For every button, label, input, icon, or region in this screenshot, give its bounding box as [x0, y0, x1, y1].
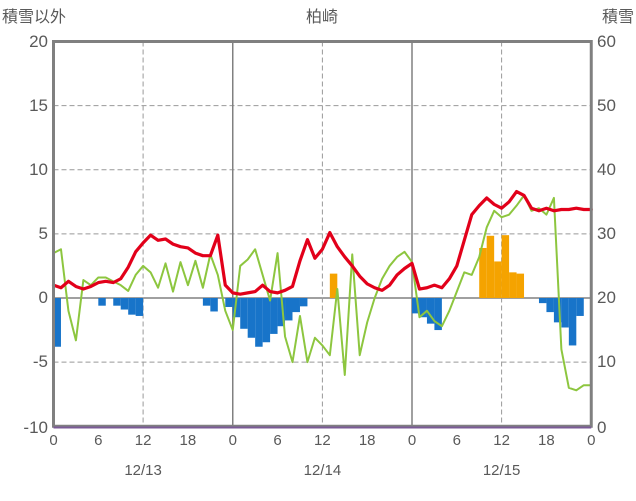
svg-text:12/13: 12/13: [124, 462, 162, 479]
svg-text:12: 12: [493, 432, 510, 449]
svg-text:20: 20: [597, 288, 616, 307]
svg-text:-10: -10: [23, 418, 48, 437]
svg-text:15: 15: [29, 96, 48, 115]
svg-text:12/14: 12/14: [304, 462, 342, 479]
svg-text:0: 0: [49, 432, 57, 449]
svg-text:積雪以外: 積雪以外: [2, 8, 66, 26]
svg-text:12: 12: [135, 432, 152, 449]
svg-text:積雪: 積雪: [602, 8, 634, 26]
svg-text:6: 6: [273, 432, 281, 449]
svg-text:5: 5: [39, 224, 48, 243]
svg-text:柏崎: 柏崎: [306, 8, 338, 26]
svg-text:18: 18: [180, 432, 197, 449]
svg-text:60: 60: [597, 32, 616, 51]
svg-text:12: 12: [314, 432, 331, 449]
svg-text:12/15: 12/15: [483, 462, 521, 479]
svg-text:18: 18: [359, 432, 376, 449]
svg-text:0: 0: [39, 288, 48, 307]
svg-text:40: 40: [597, 160, 616, 179]
svg-text:-5: -5: [33, 352, 48, 371]
svg-text:6: 6: [94, 432, 102, 449]
svg-text:0: 0: [229, 432, 237, 449]
svg-text:0: 0: [408, 432, 416, 449]
svg-text:10: 10: [597, 352, 616, 371]
svg-text:18: 18: [538, 432, 555, 449]
svg-text:6: 6: [453, 432, 461, 449]
svg-text:30: 30: [597, 224, 616, 243]
svg-text:10: 10: [29, 160, 48, 179]
svg-text:20: 20: [29, 32, 48, 51]
svg-text:0: 0: [587, 432, 595, 449]
svg-text:0: 0: [597, 418, 606, 437]
svg-text:50: 50: [597, 96, 616, 115]
